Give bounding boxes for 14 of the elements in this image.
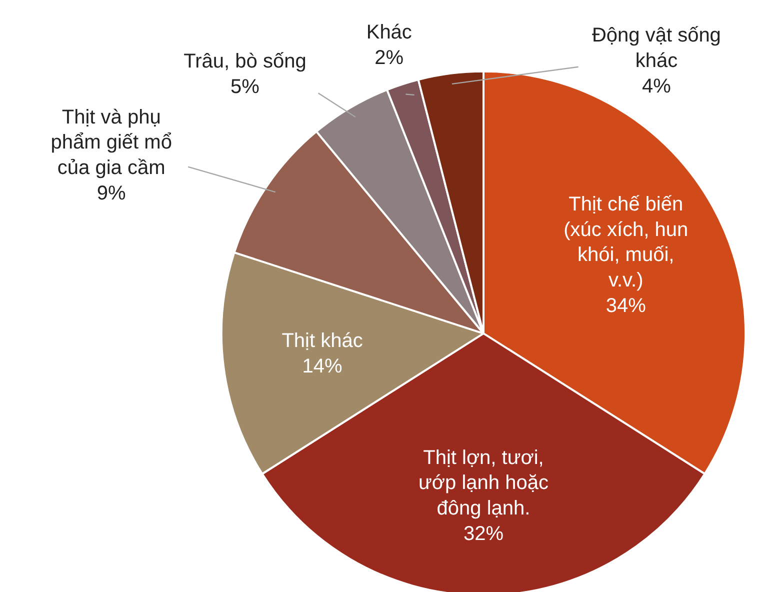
data-label: 32% [463,522,504,545]
data-label: 2% [374,46,404,69]
data-label: 34% [606,294,646,317]
slice-label: Thịt và phụ phẩm giết mổ của gia cầm [50,106,172,179]
slice-label: Khác [366,22,412,44]
slice-label: Động vật sống khác [592,24,721,72]
data-label: 14% [302,355,343,378]
slice-label: Trâu, bò sống [184,50,306,72]
data-label: 9% [96,182,126,204]
slice-label: Thịt khác [282,330,363,352]
data-label: 4% [642,75,672,98]
data-label: 5% [230,76,260,98]
slice-label: Thịt lợn, tươi, ướp lạnh hoặc đông lạnh. [418,446,548,520]
slice-label: Thịt chế biến (xúc xích, hun khói, muối, v.v.) [564,194,688,292]
